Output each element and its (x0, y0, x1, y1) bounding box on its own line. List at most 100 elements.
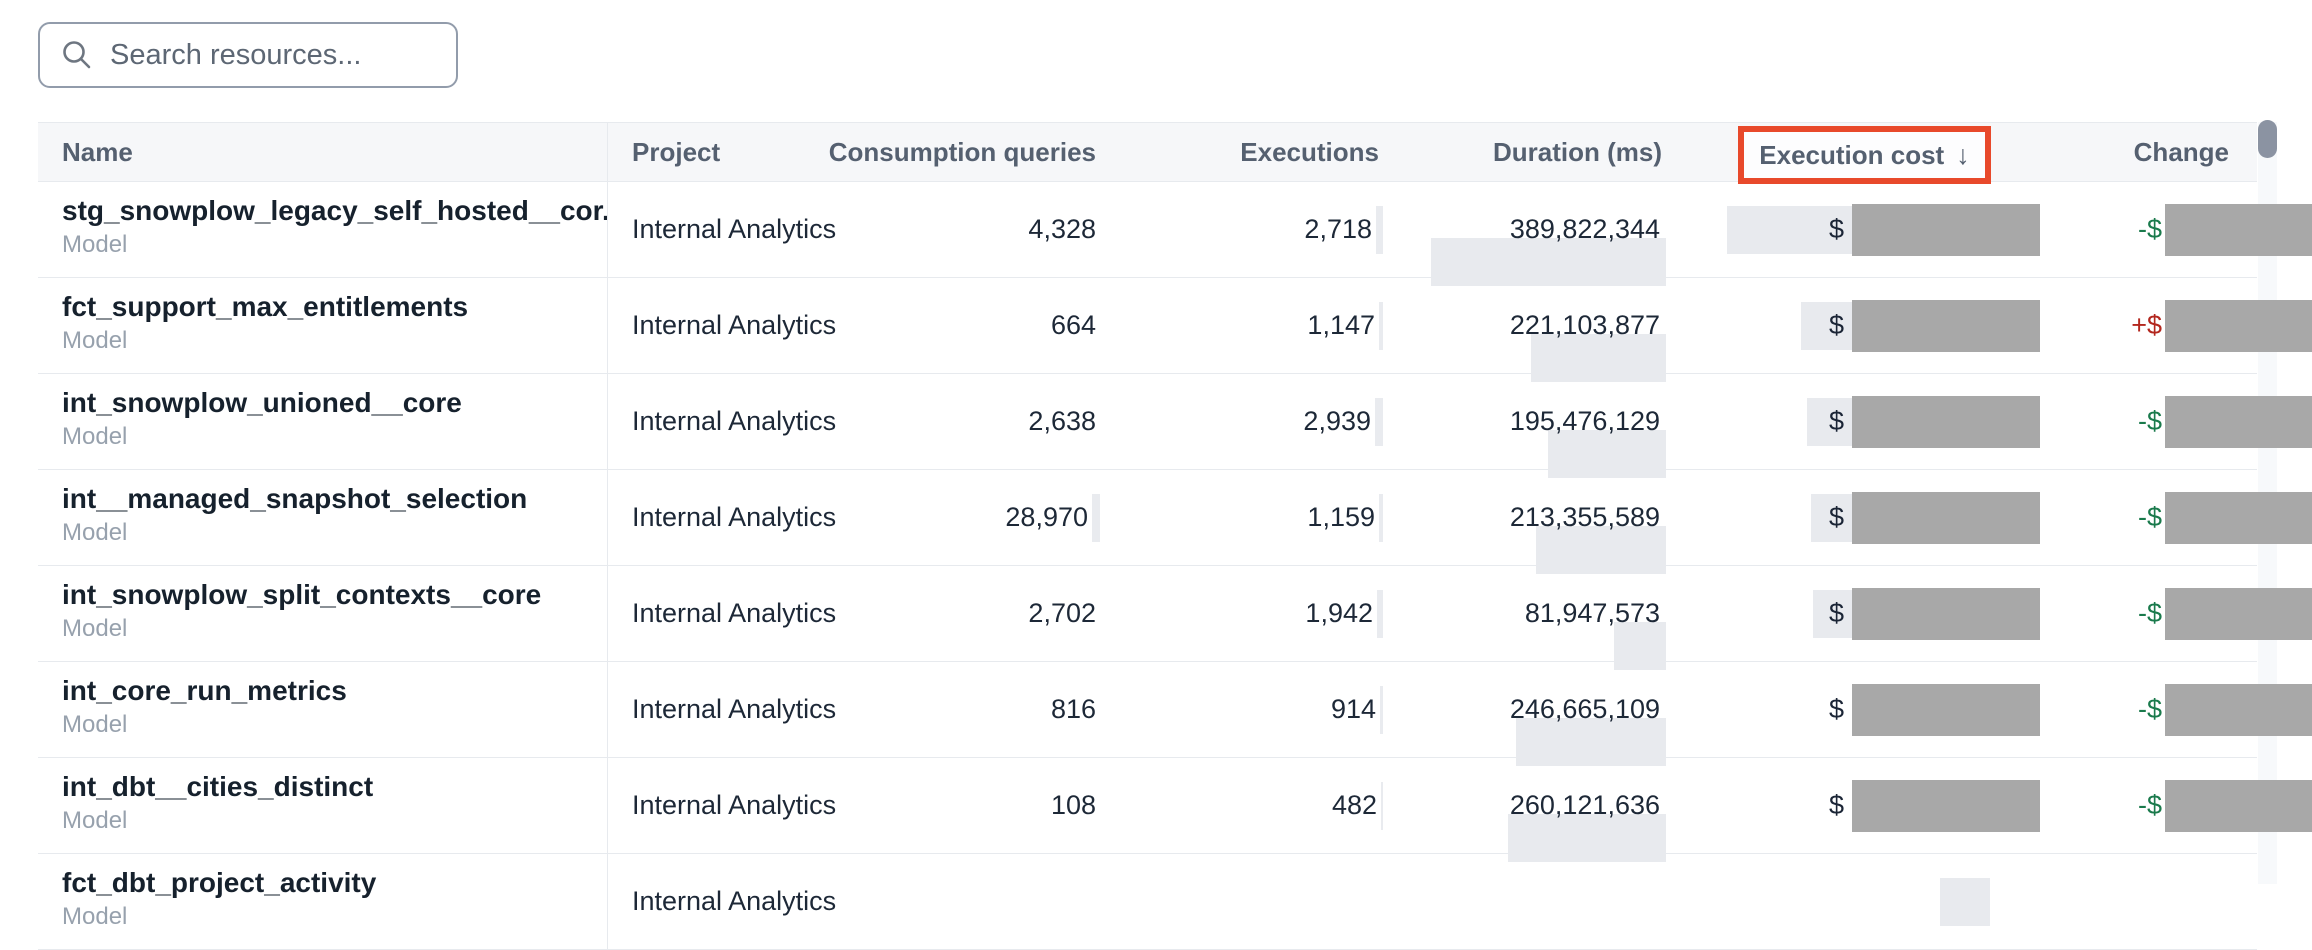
resource-type-label: Model (62, 903, 128, 930)
change-redaction-block (2165, 779, 2312, 832)
execution-cost-cell: $ (1666, 779, 2040, 832)
table-row[interactable]: int_core_run_metrics Model Internal Anal… (38, 662, 2312, 766)
resource-name[interactable]: int_dbt__cities_distinct (62, 771, 374, 802)
duration-cell: 81,947,573 (1383, 598, 1666, 670)
resource-type-label: Model (62, 615, 128, 642)
duration-cell: 246,665,109 (1383, 694, 1666, 766)
project-name: Internal Analytics (632, 406, 837, 436)
project-cell: Internal Analytics (608, 790, 836, 821)
change-sign: -$ (2137, 214, 2162, 244)
resource-type-label: Model (62, 327, 128, 354)
resource-name-cell[interactable]: fct_support_max_entitlements Model (38, 278, 608, 373)
change-cell: -$ (1990, 491, 2312, 544)
column-header-execution-cost[interactable]: Execution cost ↓ (1666, 123, 1991, 184)
project-name: Internal Analytics (632, 790, 837, 820)
column-header-executions[interactable]: Executions (1240, 136, 1379, 167)
project-name: Internal Analytics (632, 886, 837, 916)
consumption-queries-cell: 28,970 (778, 493, 1100, 542)
table-row[interactable]: int__managed_snapshot_selection Model In… (38, 470, 2312, 574)
resource-name-cell[interactable]: int__managed_snapshot_selection Model (38, 470, 608, 565)
change-redaction-block (2165, 299, 2312, 352)
search-icon (63, 41, 91, 69)
resource-name[interactable]: int_core_run_metrics (62, 675, 347, 706)
consumption-queries-value: 816 (1050, 694, 1096, 724)
table-row[interactable]: fct_dbt_project_activity Model Internal … (38, 854, 2257, 950)
execution-cost-cell (1666, 877, 1990, 926)
change-redaction-block (2165, 683, 2312, 736)
cost-redaction-block (1852, 299, 2040, 352)
executions-value: 482 (1331, 790, 1377, 820)
execution-cost-cell: $ (1666, 491, 2040, 544)
resource-name[interactable]: int_snowplow_split_contexts__core (62, 579, 542, 610)
project-name: Internal Analytics (632, 310, 837, 340)
duration-heat-bar (1536, 526, 1666, 574)
scrollbar-thumb[interactable] (2258, 120, 2277, 158)
duration-heat-bar (1548, 430, 1666, 478)
resource-name[interactable]: int_snowplow_unioned__core (62, 387, 462, 418)
executions-heat-bar (1380, 685, 1383, 734)
resource-name-cell[interactable]: int_core_run_metrics Model (38, 662, 608, 757)
cost-heat-bar (1812, 589, 1827, 638)
change-redaction-block (2165, 491, 2312, 544)
cost-heat-bar (1940, 877, 1990, 926)
resource-name-cell[interactable]: int_dbt__cities_distinct Model (38, 758, 608, 853)
resource-name-cell[interactable]: stg_snowplow_legacy_self_hosted__cor... … (38, 182, 608, 277)
change-cell: +$ (1990, 299, 2312, 352)
resource-name[interactable]: stg_snowplow_legacy_self_hosted__cor... (62, 195, 608, 226)
resource-name[interactable]: int__managed_snapshot_selection (62, 483, 528, 514)
resource-name-cell[interactable]: fct_dbt_project_activity Model (38, 854, 608, 949)
project-cell: Internal Analytics (608, 406, 836, 437)
resource-name-cell[interactable]: int_snowplow_unioned__core Model (38, 374, 608, 469)
column-header-change[interactable]: Change (2133, 136, 2229, 167)
project-cell: Internal Analytics (608, 214, 836, 245)
table-row[interactable]: fct_support_max_entitlements Model Inter… (38, 278, 2312, 382)
column-header-consumption-queries[interactable]: Consumption queries (828, 136, 1096, 167)
executions-heat-bar (1379, 301, 1383, 350)
consumption-queries-cell: 816 (778, 694, 1100, 725)
consumption-queries-cell: 4,328 (778, 214, 1100, 245)
table-row[interactable]: int_snowplow_split_contexts__core Model … (38, 566, 2312, 670)
cost-redaction-block (1852, 683, 2040, 736)
duration-heat-bar (1516, 718, 1666, 766)
table-row[interactable]: int_snowplow_unioned__core Model Interna… (38, 374, 2312, 478)
consumption-queries-cell: 2,638 (778, 406, 1100, 437)
search-input[interactable] (110, 38, 487, 72)
search-box[interactable] (38, 22, 487, 88)
executions-heat-bar (1379, 493, 1383, 542)
column-header-duration[interactable]: Duration (ms) (1493, 136, 1662, 167)
resource-type-label: Model (62, 519, 128, 546)
change-redaction-block (2165, 395, 2312, 448)
executions-cell: 1,159 (1100, 493, 1383, 542)
resource-type-label: Model (62, 423, 128, 450)
resource-type-label: Model (62, 807, 128, 834)
column-header-project[interactable]: Project (632, 136, 721, 167)
executions-value: 1,147 (1307, 310, 1375, 340)
executions-cell: 2,939 (1100, 397, 1383, 446)
table-row[interactable]: stg_snowplow_legacy_self_hosted__cor... … (38, 182, 2312, 286)
duration-value: 213,355,589 (1509, 502, 1660, 532)
column-header-execution-cost-label[interactable]: Execution cost (1759, 139, 1945, 170)
resource-name[interactable]: fct_dbt_project_activity (62, 867, 377, 898)
duration-cell: 260,121,636 (1383, 790, 1666, 862)
resource-name-cell[interactable]: int_snowplow_split_contexts__core Model (38, 566, 608, 661)
column-header-name[interactable]: Name (38, 123, 608, 181)
consumption-queries-value: 28,970 (1005, 502, 1088, 532)
executions-cell: 914 (1100, 685, 1383, 734)
change-sign: -$ (2137, 502, 2162, 532)
executions-value: 914 (1330, 694, 1376, 724)
duration-value: 389,822,344 (1509, 214, 1660, 244)
change-sign: -$ (2137, 406, 2162, 436)
cost-currency-prefix: $ (1826, 301, 1852, 350)
change-sign: -$ (2137, 598, 2162, 628)
resource-name[interactable]: fct_support_max_entitlements (62, 291, 469, 322)
table-row[interactable]: int_dbt__cities_distinct Model Internal … (38, 758, 2312, 862)
change-sign: -$ (2137, 694, 2162, 724)
project-name: Internal Analytics (632, 214, 837, 244)
duration-cell: 221,103,877 (1383, 310, 1666, 382)
duration-cell: 389,822,344 (1383, 214, 1666, 286)
change-redaction-block (2165, 587, 2312, 640)
duration-value: 221,103,877 (1509, 310, 1660, 340)
project-name: Internal Analytics (632, 502, 837, 532)
executions-value: 1,942 (1305, 598, 1373, 628)
sort-descending-icon[interactable]: ↓ (1956, 139, 1970, 170)
